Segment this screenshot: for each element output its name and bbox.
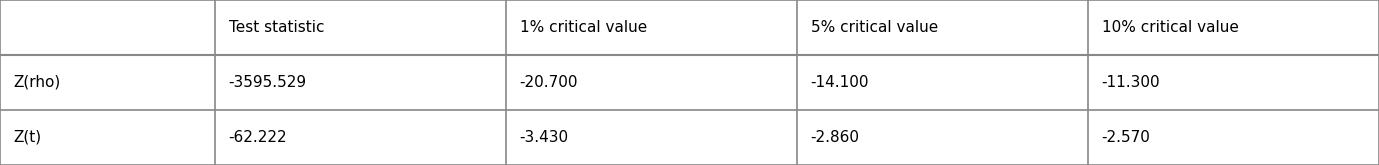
- Text: -20.700: -20.700: [520, 75, 578, 90]
- Text: -11.300: -11.300: [1102, 75, 1160, 90]
- Text: Z(t): Z(t): [14, 130, 41, 145]
- Text: Z(rho): Z(rho): [14, 75, 61, 90]
- Text: -62.222: -62.222: [229, 130, 287, 145]
- Text: -3.430: -3.430: [520, 130, 568, 145]
- Text: -2.570: -2.570: [1102, 130, 1150, 145]
- Text: -2.860: -2.860: [811, 130, 859, 145]
- Text: 1% critical value: 1% critical value: [520, 20, 647, 35]
- Text: 10% critical value: 10% critical value: [1102, 20, 1238, 35]
- Text: Test statistic: Test statistic: [229, 20, 324, 35]
- Text: -3595.529: -3595.529: [229, 75, 306, 90]
- Text: 5% critical value: 5% critical value: [811, 20, 938, 35]
- Text: -14.100: -14.100: [811, 75, 869, 90]
